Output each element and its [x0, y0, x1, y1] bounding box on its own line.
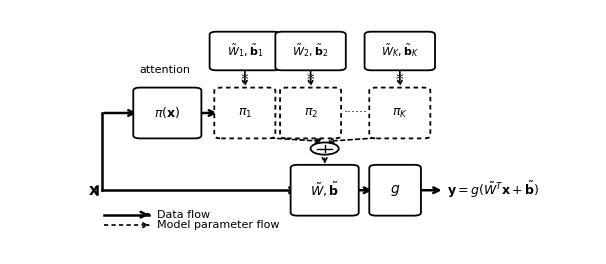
Text: attention: attention [139, 65, 190, 75]
Circle shape [310, 143, 339, 155]
FancyBboxPatch shape [280, 88, 341, 138]
Text: $\mathbf{y} = g(\tilde{W}^T\mathbf{x}+\tilde{\mathbf{b}})$: $\mathbf{y} = g(\tilde{W}^T\mathbf{x}+\t… [447, 180, 539, 200]
FancyBboxPatch shape [133, 88, 201, 138]
Text: $\tilde{W},\tilde{\mathbf{b}}$: $\tilde{W},\tilde{\mathbf{b}}$ [310, 181, 339, 199]
Text: $\pi_2$: $\pi_2$ [304, 106, 318, 120]
Text: $\tilde{W}_2,\tilde{\mathbf{b}}_2$: $\tilde{W}_2,\tilde{\mathbf{b}}_2$ [293, 43, 328, 59]
Text: $\tilde{W}_1,\tilde{\mathbf{b}}_1$: $\tilde{W}_1,\tilde{\mathbf{b}}_1$ [227, 43, 263, 59]
FancyBboxPatch shape [369, 88, 430, 138]
FancyBboxPatch shape [210, 32, 280, 70]
FancyBboxPatch shape [275, 32, 346, 70]
Text: Model parameter flow: Model parameter flow [157, 220, 279, 230]
Text: $g$: $g$ [390, 183, 400, 198]
FancyBboxPatch shape [365, 32, 435, 70]
Text: $\pi_1$: $\pi_1$ [238, 106, 252, 120]
Text: ......: ...... [343, 102, 367, 115]
Text: $\tilde{W}_K,\tilde{\mathbf{b}}_K$: $\tilde{W}_K,\tilde{\mathbf{b}}_K$ [381, 43, 419, 59]
Text: Data flow: Data flow [157, 210, 210, 220]
FancyBboxPatch shape [291, 165, 359, 216]
FancyBboxPatch shape [215, 88, 275, 138]
Text: *: * [241, 73, 248, 88]
Text: *: * [396, 73, 404, 88]
Text: $\mathbf{x}$: $\mathbf{x}$ [88, 183, 99, 198]
Text: *: * [307, 73, 315, 88]
FancyBboxPatch shape [369, 165, 421, 216]
Text: $\pi_K$: $\pi_K$ [392, 106, 408, 120]
Text: $\pi(\mathbf{x})$: $\pi(\mathbf{x})$ [154, 106, 181, 120]
